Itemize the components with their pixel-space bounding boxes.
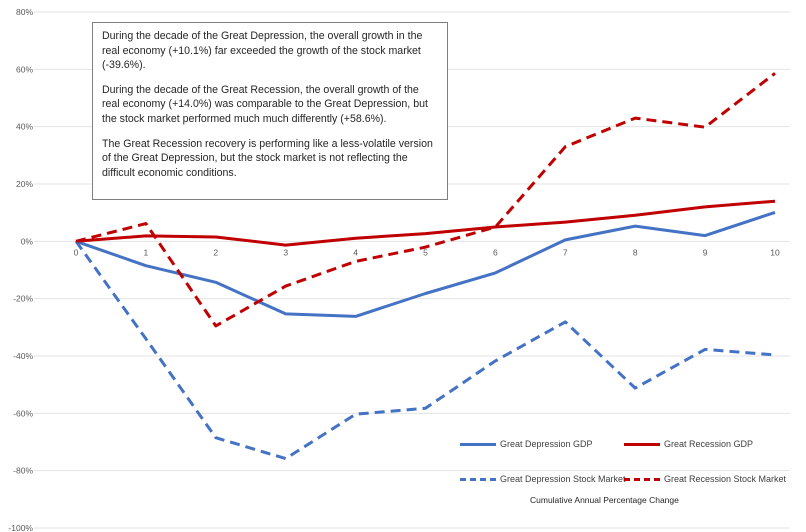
y-tick-label: 20% — [16, 179, 33, 189]
series-line-great-depression-gdp — [75, 210, 776, 318]
y-axis-tick-labels: 80% 60% 40% 20% 0% -20% -40% -60% -80% -100% — [8, 7, 33, 532]
x-axis-tick-labels: 0 1 2 3 4 5 6 7 8 9 10 — [74, 247, 780, 257]
legend-swatch — [460, 442, 496, 446]
y-tick-label: -40% — [13, 351, 33, 361]
legend-label: Great Recession GDP — [664, 439, 754, 449]
x-tick-label: 4 — [353, 247, 358, 257]
legend-label: Great Recession Stock Market — [664, 474, 787, 484]
legend-item-great-recession-stock-market: Great Recession Stock Market — [624, 474, 786, 484]
x-tick-label: 10 — [770, 247, 780, 257]
y-tick-label: 60% — [16, 64, 33, 74]
x-tick-label: 7 — [563, 247, 568, 257]
legend-swatch — [624, 477, 660, 481]
x-tick-label: 6 — [493, 247, 498, 257]
y-tick-label: 80% — [16, 7, 33, 17]
x-tick-label: 8 — [633, 247, 638, 257]
series-lines — [74, 72, 776, 461]
series-line-great-depression-stock-market — [74, 240, 776, 461]
legend-item-great-depression-stock-market: Great Depression Stock Market — [460, 474, 626, 484]
legend-item-great-depression-gdp: Great Depression GDP — [460, 439, 593, 449]
annotation-paragraph: During the decade of the Great Depressio… — [102, 30, 423, 72]
series-line-great-recession-stock-market — [75, 72, 776, 328]
legend-swatch — [460, 477, 496, 481]
y-tick-label: -20% — [13, 294, 33, 304]
x-tick-label: 2 — [213, 247, 218, 257]
y-tick-label: -100% — [8, 523, 33, 532]
x-tick-label: 9 — [703, 247, 708, 257]
annotation-paragraph: The Great Recession recovery is performi… — [102, 137, 433, 179]
legend-label: Great Depression Stock Market — [500, 474, 626, 484]
legend-caption: Cumulative Annual Percentage Change — [530, 495, 679, 505]
y-tick-label: -80% — [13, 466, 33, 476]
series-line-great-recession-gdp — [75, 199, 776, 247]
legend-label: Great Depression GDP — [500, 439, 593, 449]
x-tick-label: 5 — [423, 247, 428, 257]
x-tick-label: 3 — [283, 247, 288, 257]
legend-swatch — [624, 442, 660, 446]
y-tick-label: 40% — [16, 122, 33, 132]
annotation-paragraph: During the decade of the Great Recession… — [102, 83, 428, 125]
y-tick-label: 0% — [21, 236, 34, 246]
y-tick-label: -60% — [13, 408, 33, 418]
x-tick-label: 1 — [144, 247, 149, 257]
x-tick-label: 0 — [74, 247, 79, 257]
annotation-box: During the decade of the Great Depressio… — [92, 22, 448, 200]
legend-item-great-recession-gdp: Great Recession GDP — [624, 439, 753, 449]
